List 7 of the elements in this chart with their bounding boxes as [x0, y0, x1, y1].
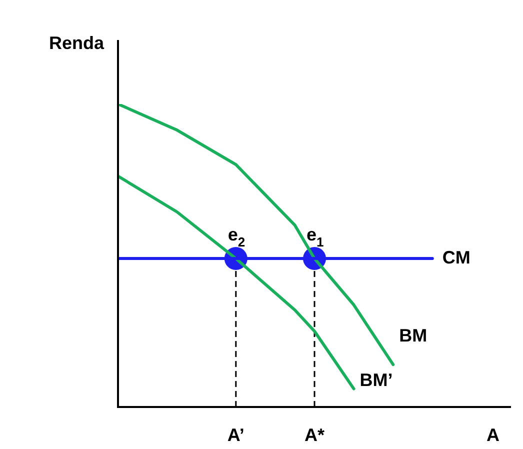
series-label: BM’	[360, 370, 393, 390]
x-axis-title: A	[486, 424, 500, 445]
x-tick-label: A*	[304, 424, 325, 445]
y-axis-title: Renda	[48, 32, 105, 53]
series-label: BM	[399, 326, 428, 346]
x-tick-label: A’	[227, 424, 244, 445]
series-label: CM	[442, 248, 470, 268]
